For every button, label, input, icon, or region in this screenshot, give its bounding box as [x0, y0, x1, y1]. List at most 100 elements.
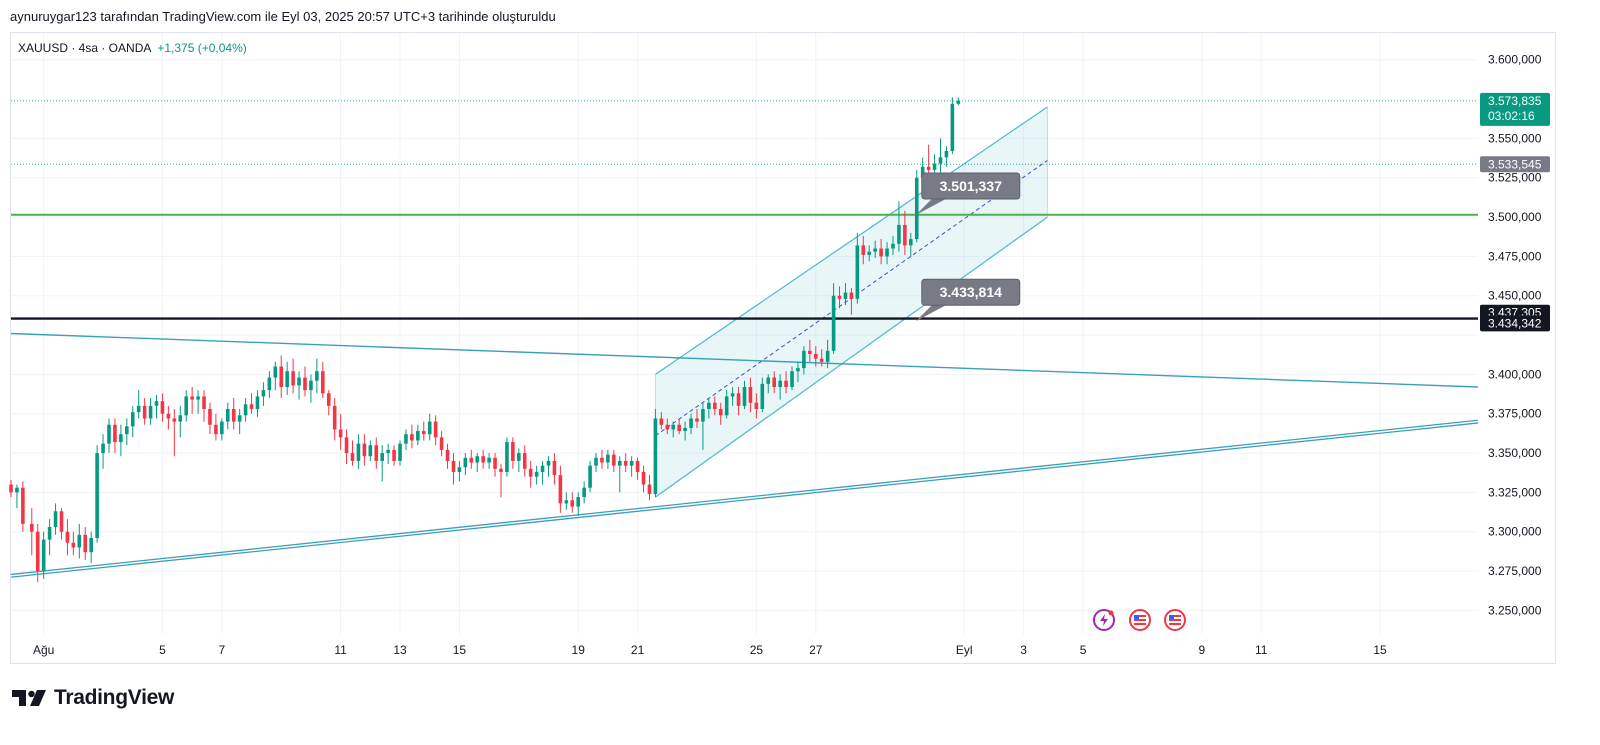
- candle-up: [356, 434, 361, 469]
- x-tick-label: 9: [1198, 643, 1205, 657]
- candle-body: [540, 465, 545, 472]
- candle-body: [243, 404, 248, 416]
- candle-up: [730, 386, 735, 406]
- price-chart[interactable]: 3.501,337 3.433,814 3.250,000 3.275,000 3.3…: [0, 0, 1600, 665]
- candle-down: [635, 457, 640, 480]
- candle-body: [730, 393, 735, 397]
- dividend-flash-icon[interactable]: [1093, 609, 1115, 631]
- candle-body: [867, 251, 872, 255]
- candle-up: [629, 456, 634, 477]
- candle-down: [926, 144, 931, 177]
- candle-down: [612, 449, 616, 472]
- candle-up: [95, 445, 99, 543]
- candle-body: [802, 350, 806, 369]
- candle-up: [790, 366, 794, 391]
- candle-up: [825, 339, 830, 369]
- candle-body: [570, 500, 575, 507]
- y-tick-label: 3.300,000: [1488, 525, 1542, 539]
- candle-body: [813, 353, 818, 359]
- candle-down: [813, 346, 818, 367]
- candle-up: [564, 492, 569, 510]
- candle-up: [309, 374, 313, 403]
- candle-down: [623, 453, 628, 472]
- candle-down: [772, 371, 776, 394]
- candle-body: [29, 523, 34, 532]
- candle-body: [35, 531, 40, 572]
- candle-up: [873, 240, 877, 258]
- candle-body: [303, 377, 307, 391]
- candle-up: [404, 429, 408, 450]
- us-flag-icon[interactable]: [1164, 609, 1186, 631]
- candle-body: [748, 386, 753, 403]
- candle-body: [344, 437, 349, 454]
- candle-down: [665, 418, 670, 435]
- candle-up: [540, 460, 545, 485]
- symbol-legend[interactable]: XAUUSD · 4sa · OANDA +1,375 (+0,04%): [18, 41, 247, 55]
- candle-down: [142, 398, 147, 425]
- candle-down: [202, 390, 206, 422]
- candle-body: [237, 415, 242, 422]
- candle-up: [427, 413, 432, 441]
- candle-body: [350, 453, 355, 461]
- x-tick-label: Eyl: [956, 643, 973, 657]
- x-tick-label: 5: [1080, 643, 1087, 657]
- callout-pointer: [915, 305, 946, 322]
- us-flag-icon[interactable]: [1129, 609, 1151, 631]
- candle-body: [517, 453, 521, 461]
- candle-up: [487, 453, 491, 469]
- candle-up: [154, 394, 159, 419]
- brand-name: TradingView: [54, 686, 175, 709]
- symbol-name: XAUUSD · 4sa · OANDA: [18, 41, 152, 55]
- candle-down: [35, 523, 40, 583]
- candle-body: [469, 457, 474, 463]
- candle-down: [493, 453, 497, 477]
- candle-down: [338, 413, 343, 450]
- price-line-tag-box: [1480, 156, 1550, 173]
- candle-body: [315, 371, 319, 381]
- candle-up: [831, 283, 836, 354]
- candle-body: [439, 437, 444, 450]
- candle-up: [386, 443, 390, 465]
- candle-body: [15, 487, 19, 493]
- candle-body: [166, 413, 171, 419]
- candle-up: [261, 382, 266, 406]
- x-tick-label: 7: [219, 643, 226, 657]
- candle-body: [433, 421, 438, 438]
- tradingview-logo[interactable]: TradingView: [12, 686, 174, 710]
- callout-box: [921, 278, 1021, 306]
- candle-body: [671, 424, 676, 430]
- candle-down: [59, 508, 64, 540]
- candle-body: [926, 166, 931, 170]
- candle-up: [119, 424, 123, 457]
- candle-body: [552, 460, 557, 476]
- candle-body: [53, 511, 58, 528]
- candle-body: [635, 460, 640, 472]
- candle-up: [766, 374, 771, 394]
- candle-up: [225, 402, 230, 430]
- candle-body: [897, 224, 901, 244]
- candle-body: [89, 538, 93, 553]
- candle-up: [15, 484, 19, 509]
- candle-body: [386, 449, 390, 454]
- candle-body: [380, 453, 385, 461]
- candle-body: [398, 443, 402, 461]
- candle-down: [29, 508, 34, 556]
- x-tick-label: 15: [453, 643, 467, 657]
- candle-body: [944, 150, 949, 158]
- candle-down: [754, 393, 759, 419]
- candle-body: [178, 415, 183, 422]
- candle-body: [920, 166, 925, 178]
- candle-body: [914, 177, 919, 240]
- candle-up: [184, 390, 189, 422]
- candle-body: [338, 429, 343, 438]
- candle-body: [760, 383, 765, 410]
- candle-body: [267, 377, 272, 391]
- candle-body: [677, 424, 681, 432]
- candle-body: [309, 380, 313, 391]
- candle-up: [107, 418, 111, 454]
- price-callout: 3.501,337: [915, 172, 1021, 215]
- callout-pointer: [915, 198, 946, 215]
- candle-body: [576, 497, 581, 507]
- candle-body: [77, 534, 82, 548]
